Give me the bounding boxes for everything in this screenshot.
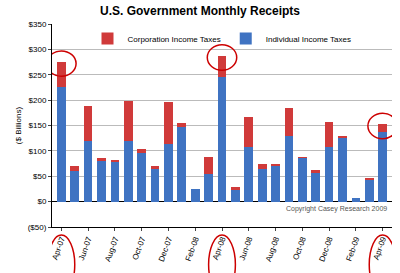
svg-text:U.S. Government Monthly Receip: U.S. Government Monthly Receipts xyxy=(100,4,300,18)
svg-text:Feb-08: Feb-08 xyxy=(184,235,201,262)
svg-text:($ Billions): ($ Billions) xyxy=(14,106,23,144)
svg-text:$200: $200 xyxy=(29,96,47,105)
svg-text:Apr-08: Apr-08 xyxy=(211,235,228,261)
svg-text:Apr-09: Apr-09 xyxy=(372,235,389,261)
svg-text:Copyright Casey Research 2009: Copyright Casey Research 2009 xyxy=(286,205,387,213)
svg-text:Oct-07: Oct-07 xyxy=(131,235,148,261)
svg-text:Feb-09: Feb-09 xyxy=(344,235,361,262)
svg-text:$350: $350 xyxy=(29,20,47,29)
svg-text:$0: $0 xyxy=(37,197,46,206)
svg-text:$100: $100 xyxy=(29,147,47,156)
svg-text:$50: $50 xyxy=(33,172,47,181)
svg-text:$150: $150 xyxy=(29,121,47,130)
svg-text:Aug-08: Aug-08 xyxy=(264,235,281,263)
svg-text:Dec-08: Dec-08 xyxy=(317,235,334,263)
svg-text:Jun-08: Jun-08 xyxy=(238,235,255,262)
svg-text:Dec-07: Dec-07 xyxy=(157,235,174,263)
svg-text:($50): ($50) xyxy=(28,223,47,232)
svg-text:Individual Income Taxes: Individual Income Taxes xyxy=(266,35,351,44)
svg-text:$250: $250 xyxy=(29,71,47,80)
svg-text:Jun-07: Jun-07 xyxy=(77,235,94,262)
svg-text:Oct-08: Oct-08 xyxy=(291,235,308,261)
svg-text:Corporation Income Taxes: Corporation Income Taxes xyxy=(128,35,221,44)
svg-text:Apr-07: Apr-07 xyxy=(50,235,67,261)
svg-text:$300: $300 xyxy=(29,45,47,54)
svg-text:Aug-07: Aug-07 xyxy=(103,235,120,263)
